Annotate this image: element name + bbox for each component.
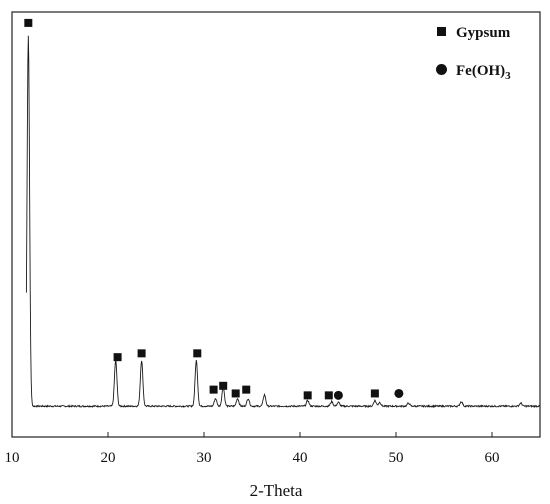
gypsum-marker bbox=[370, 389, 379, 398]
x-axis-title: 2-Theta bbox=[250, 481, 303, 500]
gypsum-marker bbox=[24, 18, 33, 27]
x-axis-ticks: 10 20 30 40 50 60 bbox=[5, 432, 500, 466]
gypsum-marker bbox=[303, 391, 312, 400]
legend-label-feoh3-main: Fe(OH) bbox=[456, 63, 505, 79]
peak-markers bbox=[24, 18, 404, 400]
x-tick-label: 10 bbox=[5, 450, 20, 466]
legend-marker-feoh3 bbox=[436, 64, 447, 75]
feoh3-marker bbox=[394, 388, 404, 398]
x-tick-label: 40 bbox=[293, 450, 308, 466]
legend-marker-gypsum bbox=[437, 27, 446, 36]
gypsum-marker bbox=[324, 391, 333, 400]
gypsum-marker bbox=[113, 353, 122, 362]
gypsum-marker bbox=[242, 385, 251, 394]
legend-label-feoh3: Fe(OH)3 bbox=[456, 63, 511, 82]
x-tick-label: 60 bbox=[485, 450, 500, 466]
x-tick-label: 30 bbox=[197, 450, 212, 466]
series-line-pattern bbox=[25, 35, 541, 409]
gypsum-marker bbox=[231, 389, 240, 398]
plot-frame bbox=[11, 11, 541, 438]
feoh3-marker bbox=[333, 390, 343, 400]
x-tick-label: 50 bbox=[389, 450, 404, 466]
gypsum-marker bbox=[137, 349, 146, 358]
gypsum-marker bbox=[193, 349, 202, 358]
gypsum-marker bbox=[219, 381, 228, 390]
legend-label-gypsum: Gypsum bbox=[456, 25, 511, 41]
x-tick-label: 20 bbox=[101, 450, 116, 466]
legend: Gypsum Fe(OH)3 bbox=[436, 25, 511, 82]
gypsum-marker bbox=[209, 385, 218, 394]
legend-label-feoh3-sub: 3 bbox=[505, 70, 511, 82]
